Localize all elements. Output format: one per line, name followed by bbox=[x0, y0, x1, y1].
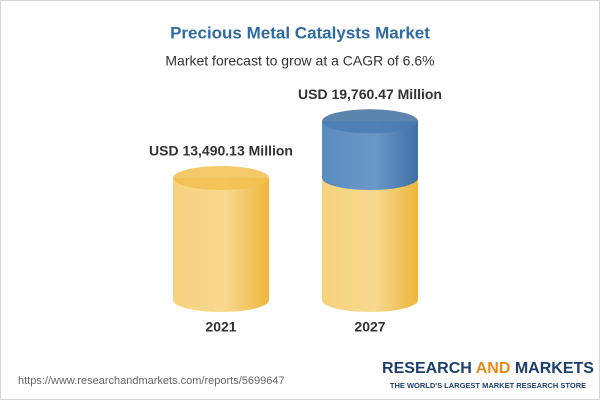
cylinder bbox=[173, 178, 269, 312]
value-label: USD 19,760.47 Million bbox=[298, 86, 442, 102]
brand-part: RESEARCH bbox=[382, 360, 472, 377]
x-tick-label: 2021 bbox=[205, 319, 236, 335]
x-tick-label: 2027 bbox=[354, 319, 385, 335]
brand-part: AND bbox=[476, 360, 511, 377]
value-label: USD 13,490.13 Million bbox=[149, 143, 293, 159]
growth-top bbox=[322, 109, 418, 134]
brand-tagline: THE WORLD'S LARGEST MARKET RESEARCH STOR… bbox=[390, 381, 586, 390]
cylinder-top bbox=[173, 166, 269, 190]
brand: RESEARCH AND MARKETS bbox=[382, 360, 594, 377]
chart-subtitle: Market forecast to grow at a CAGR of 6.6… bbox=[165, 53, 434, 69]
source-url: https://www.researchandmarkets.com/repor… bbox=[18, 375, 285, 387]
chart-title: Precious Metal Catalysts Market bbox=[170, 23, 430, 42]
brand-part: MARKETS bbox=[515, 360, 594, 377]
growth-segment bbox=[322, 121, 418, 190]
